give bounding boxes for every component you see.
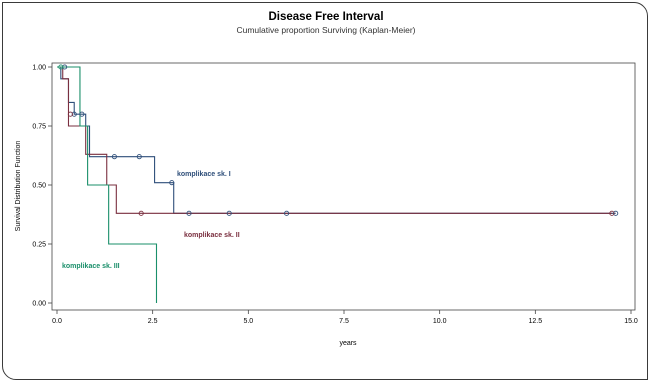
- series-1-censor-mark: [79, 111, 85, 117]
- y-tick-label: 0.00: [32, 301, 46, 308]
- x-tick-label: 15.0: [624, 318, 638, 325]
- series-3-line: [57, 66, 158, 303]
- x-tick-label: 12.5: [529, 318, 543, 325]
- x-tick-label: 0.0: [52, 318, 62, 325]
- chart-frame: [2, 2, 648, 380]
- y-axis-label: Survival Distribution Function: [15, 141, 22, 232]
- x-axis-label: years: [339, 340, 357, 347]
- series-2-line: [57, 66, 612, 214]
- series-label-2: komplikace sk. II: [184, 232, 240, 239]
- series-label-1: komplikace sk. I: [177, 171, 231, 178]
- series-2-censor-mark: [67, 111, 73, 117]
- series-1-censor-mark: [284, 210, 290, 216]
- series-1-censor-mark: [186, 210, 192, 216]
- x-tick-label: 5.0: [243, 318, 253, 325]
- x-tick-label: 2.5: [148, 318, 158, 325]
- series-1-censor-mark: [226, 210, 232, 216]
- series-1-line: [57, 66, 616, 214]
- x-tick-label: 10.0: [433, 318, 447, 325]
- series-1-censor-mark: [169, 180, 175, 186]
- x-tick-label: 7.5: [339, 318, 349, 325]
- series-2-censor-mark: [138, 210, 144, 216]
- series-label-3: komplikace sk. III: [62, 263, 120, 270]
- y-tick-label: 1.00: [32, 65, 46, 72]
- y-tick-label: 0.25: [32, 242, 46, 249]
- y-tick-label: 0.50: [32, 183, 46, 190]
- series-3-censor-mark: [58, 64, 64, 70]
- series-1-censor-mark: [111, 154, 117, 160]
- y-tick-label: 0.75: [32, 124, 46, 131]
- series-1-censor-mark: [136, 154, 142, 160]
- chart-subtitle: Cumulative proportion Surviving (Kaplan-…: [236, 25, 416, 35]
- plot-area: [51, 62, 636, 311]
- series-2-censor-mark: [609, 210, 615, 216]
- chart-title: Disease Free Interval: [268, 11, 384, 23]
